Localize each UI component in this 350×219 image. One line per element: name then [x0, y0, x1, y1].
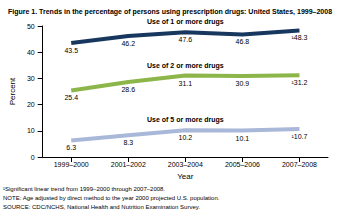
- svg-text:1999–2000: 1999–2000: [54, 161, 89, 168]
- svg-text:Percent: Percent: [8, 77, 17, 105]
- svg-text:6.3: 6.3: [66, 144, 76, 151]
- svg-text:46.8: 46.8: [236, 38, 250, 45]
- svg-text:20: 20: [27, 101, 35, 108]
- svg-text:2007–2008: 2007–2008: [282, 161, 317, 168]
- svg-text:¹10.7: ¹10.7: [291, 133, 307, 140]
- svg-text:¹31.2: ¹31.2: [291, 79, 307, 86]
- svg-text:31.1: 31.1: [179, 80, 193, 87]
- svg-text:2003–2004: 2003–2004: [168, 161, 203, 168]
- svg-text:30: 30: [27, 75, 35, 82]
- svg-text:8.3: 8.3: [123, 139, 133, 146]
- svg-text:30.9: 30.9: [236, 80, 250, 87]
- svg-text:Figure 1. Trends in the percen: Figure 1. Trends in the percentage of pe…: [8, 8, 332, 16]
- svg-text:10: 10: [27, 127, 35, 134]
- svg-text:50: 50: [27, 23, 35, 30]
- svg-text:Use of 2 or more drugs: Use of 2 or more drugs: [147, 62, 224, 70]
- svg-text:47.6: 47.6: [179, 36, 193, 43]
- svg-text:10.1: 10.1: [236, 135, 250, 142]
- svg-text:NOTE: Age adjusted by direct m: NOTE: Age adjusted by direct method to t…: [3, 195, 220, 201]
- svg-text:Use of 1 or more drugs: Use of 1 or more drugs: [147, 18, 224, 26]
- svg-text:28.6: 28.6: [121, 86, 135, 93]
- svg-text:2005–2006: 2005–2006: [225, 161, 260, 168]
- svg-text:Use of 5 or more drugs: Use of 5 or more drugs: [147, 116, 224, 124]
- svg-text:43.5: 43.5: [64, 47, 78, 54]
- svg-text:¹48.3: ¹48.3: [291, 34, 307, 41]
- svg-text:40: 40: [27, 49, 35, 56]
- svg-text:Year: Year: [177, 172, 194, 181]
- svg-text:25.4: 25.4: [64, 94, 78, 101]
- svg-text:0: 0: [31, 154, 35, 161]
- svg-text:¹Significant linear trend from: ¹Significant linear trend from 1999–2000…: [3, 186, 165, 192]
- svg-text:SOURCE: CDC/NCHS, National Hea: SOURCE: CDC/NCHS, National Health and Nu…: [3, 204, 200, 210]
- svg-text:2001–2002: 2001–2002: [111, 161, 146, 168]
- svg-text:46.2: 46.2: [121, 40, 135, 47]
- svg-text:10.2: 10.2: [179, 134, 193, 141]
